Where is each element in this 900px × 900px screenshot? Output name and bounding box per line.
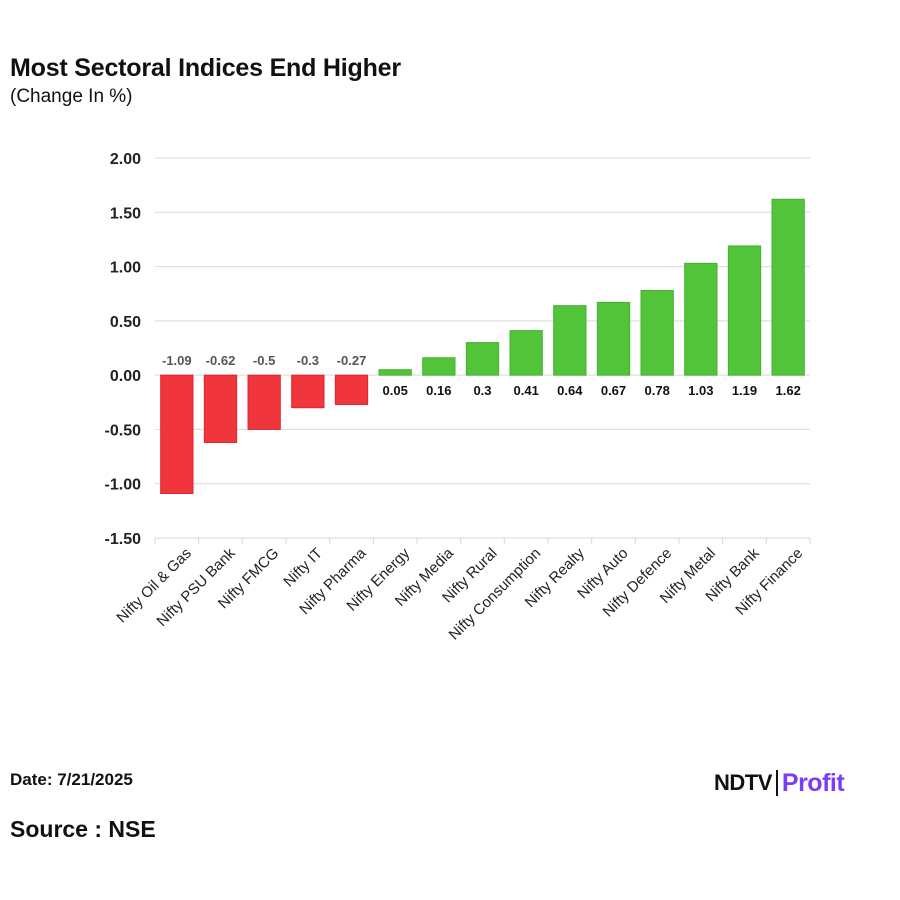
bar-value-label: -0.3: [297, 353, 319, 368]
bar: [247, 374, 281, 430]
bar-value-label: -1.09: [162, 353, 192, 368]
bar-value-label: -0.62: [206, 353, 236, 368]
bar-value-label: 1.62: [776, 383, 801, 398]
bar-value-label: 0.67: [601, 383, 626, 398]
bar-value-label: 0.41: [514, 383, 539, 398]
bar-value-label: 1.03: [688, 383, 713, 398]
bar: [334, 374, 369, 405]
y-tick-label: 0.50: [110, 314, 141, 331]
y-tick-label: 1.50: [110, 205, 141, 222]
bar: [203, 374, 238, 443]
source-label: Source : NSE: [10, 816, 156, 842]
bar: [291, 374, 325, 409]
bar-value-label: 0.64: [557, 383, 583, 398]
y-tick-label: 0.00: [110, 368, 141, 385]
y-tick-label: 1.00: [110, 260, 141, 277]
bar-value-label: -0.27: [337, 353, 367, 368]
chart-title: Most Sectoral Indices End Higher: [10, 54, 401, 82]
bar: [422, 357, 456, 376]
bar: [771, 198, 805, 376]
date-label: Date: 7/21/2025: [10, 770, 133, 789]
bar: [553, 305, 587, 376]
y-tick-label: -1.00: [105, 477, 142, 494]
ndtv-profit-logo: NDTV Profit: [714, 768, 845, 798]
bar: [378, 369, 412, 376]
y-tick-label: -1.50: [105, 531, 142, 548]
bar: [640, 289, 674, 376]
logo-divider: [775, 770, 778, 796]
y-tick-label: -0.50: [105, 422, 142, 439]
bar: [160, 374, 194, 494]
bar-value-label: 0.05: [383, 383, 408, 398]
x-category-label: Nifty PSU Bank: [153, 544, 238, 629]
bar: [509, 330, 543, 376]
bar: [727, 245, 762, 376]
bar: [596, 301, 631, 376]
bar-value-label: 0.78: [645, 383, 670, 398]
bar: [684, 262, 718, 376]
x-category-label: Nifty Oil & Gas: [113, 545, 195, 627]
bar-value-label: 1.19: [732, 383, 757, 398]
logo-profit-text: Profit: [781, 768, 845, 797]
bar-value-label: 0.16: [426, 383, 451, 398]
chart-subtitle: (Change In %): [10, 86, 133, 107]
bar-value-label: 0.3: [473, 383, 491, 398]
logo-ndtv-text: NDTV: [714, 770, 772, 795]
y-tick-label: 2.00: [110, 151, 141, 168]
bar: [465, 342, 500, 376]
bar-value-label: -0.5: [253, 353, 275, 368]
